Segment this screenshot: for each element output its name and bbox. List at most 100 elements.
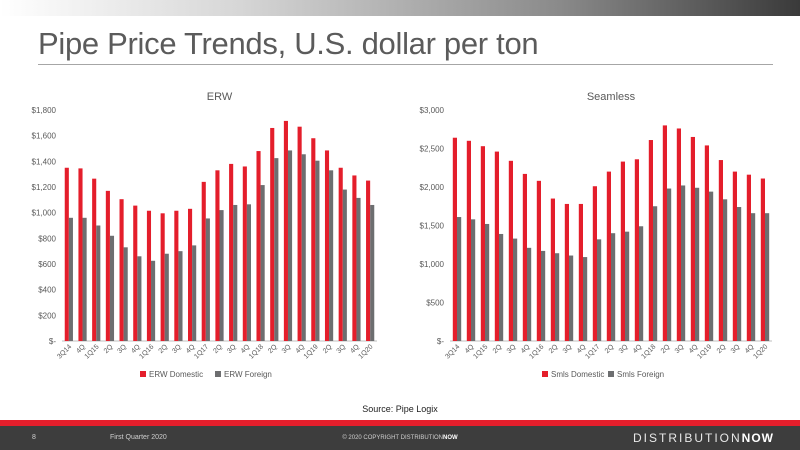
bar-foreign (246, 204, 251, 341)
legend-label: Smls Domestic (551, 370, 604, 379)
x-tick-label: 3Q (116, 343, 128, 355)
bar-foreign (123, 247, 128, 341)
x-tick-label: 4Q (520, 343, 532, 355)
x-tick-label: 2Q (604, 343, 616, 355)
bar-foreign (667, 188, 672, 341)
bar-foreign (151, 260, 156, 341)
logo-suffix: NOW (741, 431, 774, 445)
chart-title: ERW (207, 91, 233, 103)
bar-domestic (634, 159, 639, 341)
bar-foreign (681, 185, 686, 341)
x-tick-label: 3Q14 (444, 343, 461, 360)
x-tick-label: 4Q (75, 343, 87, 355)
x-tick-label: 2Q (322, 343, 334, 355)
bar-domestic (732, 171, 737, 341)
y-tick-label: $1,400 (32, 157, 57, 166)
bar-foreign (287, 150, 293, 341)
x-tick-label: 4Q (576, 343, 588, 355)
bar-foreign (653, 206, 658, 341)
bar-foreign (737, 207, 742, 341)
bar-foreign (178, 251, 183, 341)
x-tick-label: 4Q (744, 343, 756, 355)
bar-domestic (746, 174, 751, 341)
y-tick-label: $1,200 (32, 183, 57, 192)
bar-foreign (485, 223, 490, 341)
bar-foreign (192, 245, 197, 341)
x-tick-label: 1Q18 (248, 343, 265, 360)
bar-domestic (201, 181, 206, 341)
y-tick-label: $3,000 (420, 106, 445, 115)
x-tick-label: 1Q17 (193, 343, 210, 360)
x-tick-label: 2Q (660, 343, 672, 355)
bar-domestic (297, 126, 302, 341)
x-tick-label: 1Q20 (752, 343, 769, 360)
y-tick-label: $400 (38, 286, 56, 295)
x-tick-label: 1Q15 (84, 343, 101, 360)
bar-foreign (315, 160, 320, 341)
y-tick-label: $1,800 (32, 106, 57, 115)
legend-swatch (542, 371, 548, 377)
page-number: 8 (32, 434, 36, 441)
x-tick-label: 4Q (349, 343, 361, 355)
bar-foreign (541, 250, 546, 341)
legend-swatch (140, 371, 146, 377)
bar-foreign (471, 219, 476, 341)
bar-foreign (68, 217, 73, 341)
x-tick-label: 2Q (103, 343, 115, 355)
x-tick-label: 4Q (185, 343, 197, 355)
bar-foreign (499, 233, 504, 341)
x-tick-label: 3Q (281, 343, 293, 355)
title-divider (38, 64, 773, 65)
bar-foreign (457, 217, 462, 341)
logo-prefix: DISTRIBUTION (633, 431, 742, 445)
bar-domestic (466, 140, 471, 341)
x-tick-label: 1Q20 (358, 343, 375, 360)
y-tick-label: $1,600 (32, 132, 57, 141)
bar-foreign (219, 210, 224, 341)
legend-swatch (608, 371, 614, 377)
bar-foreign (82, 217, 87, 341)
bar-domestic (215, 170, 220, 341)
y-tick-label: $500 (426, 299, 444, 308)
x-tick-label: 3Q (506, 343, 518, 355)
bar-domestic (311, 138, 316, 341)
x-tick-label: 1Q19 (303, 343, 320, 360)
bar-domestic (229, 163, 234, 341)
bar-domestic (676, 128, 681, 341)
bar-domestic (522, 173, 527, 341)
x-tick-label: 3Q14 (56, 343, 73, 360)
x-tick-label: 1Q16 (138, 343, 155, 360)
copyright-prefix: © 2020 COPYRIGHT DISTRIBUTION (342, 435, 443, 441)
legend-label: Smls Foreign (617, 370, 664, 379)
bar-domestic (160, 213, 165, 341)
bar-domestic (704, 145, 709, 341)
bar-domestic (508, 160, 513, 341)
y-tick-label: $- (49, 337, 56, 346)
bar-domestic (564, 203, 569, 341)
x-tick-label: 3Q (618, 343, 630, 355)
x-tick-label: 2Q (212, 343, 224, 355)
y-tick-label: $2,000 (420, 183, 445, 192)
x-tick-label: 2Q (492, 343, 504, 355)
bar-domestic (648, 140, 653, 341)
bar-domestic (366, 180, 371, 341)
bar-foreign (96, 225, 101, 341)
bar-foreign (137, 256, 142, 341)
bar-foreign (260, 185, 265, 341)
bar-domestic (352, 175, 357, 341)
bar-domestic (338, 167, 343, 341)
bar-foreign (639, 226, 644, 341)
bar-foreign (611, 233, 616, 341)
y-tick-label: $2,500 (420, 145, 445, 154)
bar-domestic (174, 210, 179, 341)
bar-foreign (765, 213, 770, 341)
legend-label: ERW Domestic (149, 370, 203, 379)
bar-foreign (301, 154, 306, 341)
bar-domestic (494, 151, 499, 341)
x-tick-label: 3Q (171, 343, 183, 355)
bar-domestic (592, 186, 597, 341)
x-tick-label: 2Q (158, 343, 170, 355)
y-tick-label: $200 (38, 311, 56, 320)
x-tick-label: 4Q (130, 343, 142, 355)
bar-domestic (133, 205, 138, 341)
